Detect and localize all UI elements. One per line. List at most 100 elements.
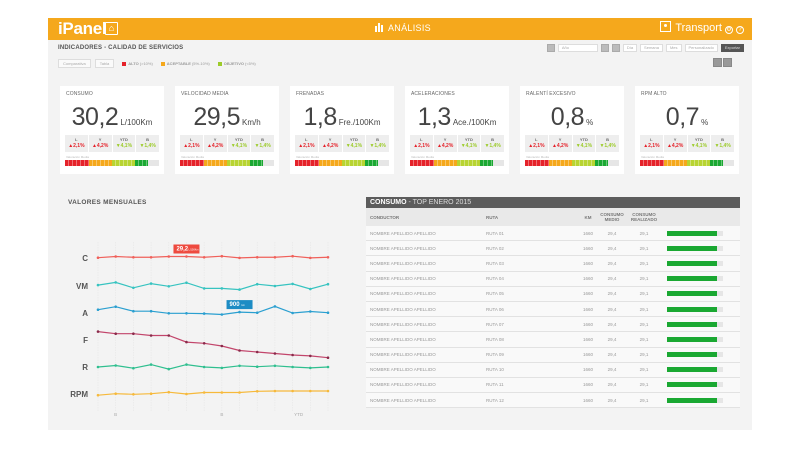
data-point[interactable]	[220, 391, 224, 394]
data-point[interactable]	[273, 255, 277, 259]
data-point[interactable]	[149, 363, 153, 366]
data-point[interactable]	[185, 312, 188, 315]
data-point[interactable]	[255, 311, 259, 314]
data-point[interactable]	[132, 366, 135, 370]
nav-analisis[interactable]: ANÁLISIS	[374, 23, 431, 33]
data-point[interactable]	[238, 288, 241, 291]
user-menu[interactable]: Transport ⚙?	[660, 21, 744, 34]
data-point[interactable]	[132, 393, 135, 396]
data-point[interactable]	[238, 364, 241, 368]
data-point[interactable]	[326, 255, 330, 259]
table-row[interactable]: NOMBRE APELLIDO APELLIDO RUTA 09 1660 29…	[366, 347, 740, 363]
data-point[interactable]	[202, 255, 206, 259]
data-point[interactable]	[273, 305, 277, 308]
col-ruta[interactable]: RUTA	[486, 214, 499, 220]
data-point[interactable]	[114, 332, 117, 335]
period-select[interactable]: Año	[557, 43, 598, 52]
data-point[interactable]	[132, 332, 135, 335]
data-point[interactable]	[132, 309, 135, 313]
data-point[interactable]	[185, 392, 188, 396]
data-point[interactable]	[273, 284, 277, 288]
data-point[interactable]	[220, 344, 224, 348]
col-consumo-medio[interactable]: CONSUMO MEDIO	[600, 212, 624, 222]
table-row[interactable]: NOMBRE APELLIDO APELLIDO RUTA 02 1660 29…	[366, 241, 740, 257]
data-point[interactable]	[114, 392, 117, 395]
data-point[interactable]	[238, 310, 241, 314]
kpi-card[interactable]: RALENTÍ EXCESIVO 0,8% L ▲2,1% Y ▲4,2% YT…	[520, 86, 624, 174]
data-point[interactable]	[185, 255, 188, 258]
data-point[interactable]	[185, 281, 188, 284]
data-point[interactable]	[96, 256, 100, 259]
export-button[interactable]: Exportar	[720, 43, 744, 52]
table-row[interactable]: NOMBRE APELLIDO APELLIDO RUTA 12 1660 29…	[366, 393, 740, 409]
data-point[interactable]	[326, 356, 330, 359]
data-point[interactable]	[309, 354, 312, 358]
semana-button[interactable]: Semana	[640, 43, 663, 52]
data-point[interactable]	[291, 282, 294, 286]
home-icon[interactable]: ⌂	[105, 22, 118, 35]
data-point[interactable]	[273, 364, 277, 368]
kpi-card[interactable]: VELOCIDAD MEDIA 29,5 Km/h L ▲2,1% Y ▲4,2%…	[175, 86, 279, 174]
data-point[interactable]	[326, 365, 330, 369]
data-point[interactable]	[202, 365, 206, 369]
data-point[interactable]	[149, 255, 153, 259]
data-point[interactable]	[132, 255, 135, 259]
data-point[interactable]	[96, 308, 100, 311]
help-icon[interactable]: ?	[736, 26, 744, 34]
data-point[interactable]	[114, 281, 117, 284]
table-row[interactable]: NOMBRE APELLIDO APELLIDO RUTA 06 1660 29…	[366, 301, 740, 318]
data-point[interactable]	[132, 286, 135, 290]
data-point[interactable]	[96, 283, 100, 287]
data-point[interactable]	[220, 366, 224, 370]
data-point[interactable]	[114, 305, 117, 308]
data-point[interactable]	[185, 363, 188, 366]
data-point[interactable]	[167, 367, 171, 371]
data-point[interactable]	[114, 255, 117, 258]
data-point[interactable]	[167, 390, 171, 394]
kpi-card[interactable]: FRENADAS 1,8 Fre./100Km L ▲2,1% Y ▲4,2% Y…	[290, 86, 394, 174]
data-point[interactable]	[149, 282, 153, 285]
tabla-button[interactable]: Tabla	[94, 59, 115, 68]
data-point[interactable]	[96, 393, 100, 397]
data-point[interactable]	[202, 391, 206, 394]
col-consumo-realizado[interactable]: CONSUMO REALIZADO	[630, 212, 658, 222]
data-point[interactable]	[291, 365, 294, 369]
data-point[interactable]	[220, 254, 224, 258]
dia-button[interactable]: Día	[622, 43, 638, 52]
data-point[interactable]	[309, 256, 312, 260]
data-point[interactable]	[149, 392, 153, 395]
dropdown-icon[interactable]	[600, 43, 609, 52]
data-point[interactable]	[220, 313, 224, 316]
calendar-icon[interactable]	[611, 43, 620, 52]
data-point[interactable]	[167, 334, 171, 337]
data-point[interactable]	[114, 364, 117, 367]
table-row[interactable]: NOMBRE APELLIDO APELLIDO RUTA 08 1660 29…	[366, 332, 740, 348]
data-point[interactable]	[291, 311, 294, 315]
table-row[interactable]: NOMBRE APELLIDO APELLIDO RUTA 07 1660 29…	[366, 317, 740, 333]
data-point[interactable]	[96, 365, 100, 369]
data-point[interactable]	[309, 287, 312, 291]
data-point[interactable]	[255, 255, 259, 259]
kpi-card[interactable]: ACELERACIONES 1,3 Ace./100Km L ▲2,1% Y ▲4…	[405, 86, 509, 174]
data-point[interactable]	[167, 285, 171, 288]
data-point[interactable]	[149, 309, 153, 313]
print-icon[interactable]	[713, 58, 722, 67]
data-point[interactable]	[96, 330, 100, 333]
data-point[interactable]	[220, 287, 224, 290]
data-point[interactable]	[291, 353, 294, 357]
data-point[interactable]	[255, 350, 259, 354]
table-row[interactable]: NOMBRE APELLIDO APELLIDO RUTA 01 1660 29…	[366, 226, 740, 242]
download-icon[interactable]	[546, 43, 555, 52]
data-point[interactable]	[255, 282, 259, 286]
data-point[interactable]	[202, 312, 206, 315]
save-icon[interactable]	[723, 58, 732, 67]
brand-logo[interactable]: iPanel	[58, 19, 107, 38]
data-point[interactable]	[238, 391, 241, 394]
data-point[interactable]	[291, 389, 294, 393]
data-point[interactable]	[202, 287, 206, 290]
data-point[interactable]	[309, 310, 312, 313]
data-point[interactable]	[309, 366, 312, 370]
col-conductor[interactable]: CONDUCTOR	[370, 214, 400, 220]
settings-icon[interactable]: ⚙	[725, 26, 733, 34]
kpi-card[interactable]: CONSUMO 30,2 L/100Km L ▲2,1% Y ▲4,2% YTD …	[60, 86, 164, 174]
